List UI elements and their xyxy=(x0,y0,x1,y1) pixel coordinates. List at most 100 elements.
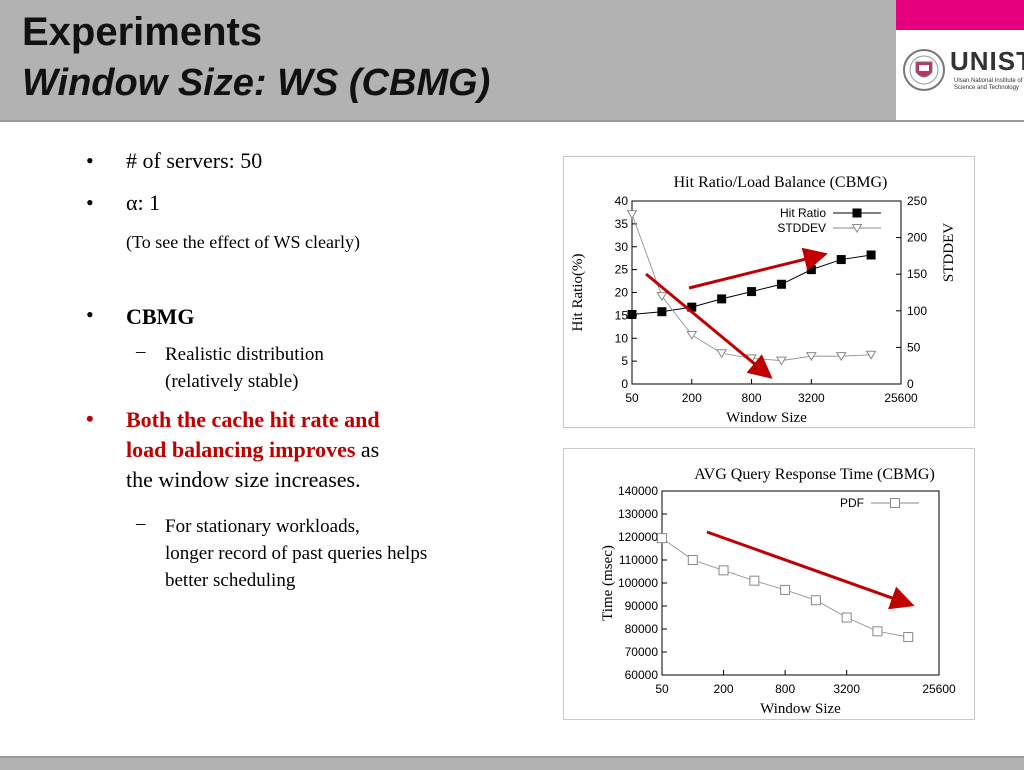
cbmg-sub-1: Realistic distribution xyxy=(165,344,324,365)
alpha-note: (To see the effect of WS clearly) xyxy=(126,232,360,252)
header-divider xyxy=(0,120,1024,122)
y2-axis-label: STDDEV xyxy=(941,223,957,282)
logo-wordmark: UNIST xyxy=(950,46,1024,76)
data-point xyxy=(686,330,698,340)
data-point xyxy=(780,584,791,595)
y-tick-label: 110000 xyxy=(619,553,658,567)
y2-tick-label: 0 xyxy=(907,377,914,391)
data-point xyxy=(627,309,637,319)
bullet-alpha: α: 1 xyxy=(126,190,161,215)
data-point xyxy=(749,575,760,586)
falling-trend-arrow xyxy=(645,272,773,379)
dash-marker: – xyxy=(136,341,146,362)
rising-trend-arrow xyxy=(688,247,828,290)
y-tick-label: 0 xyxy=(621,377,628,391)
data-point xyxy=(657,533,667,544)
data-point xyxy=(865,350,877,360)
x-tick-label: 200 xyxy=(682,391,702,405)
data-point xyxy=(718,565,729,576)
brand-bar xyxy=(896,0,1024,30)
y-tick-label: 10 xyxy=(615,331,629,345)
data-point xyxy=(903,632,914,643)
data-point xyxy=(776,279,786,289)
x-tick-label: 50 xyxy=(625,391,639,405)
x-tick-label: 50 xyxy=(655,682,669,696)
data-point xyxy=(776,356,787,366)
response-time-chart-panel: AVG Query Response Time (CBMG) 60000 70000… xyxy=(563,448,975,720)
x-axis-label: Window Size xyxy=(760,701,841,717)
conclusion-text-3: the window size increases. xyxy=(126,467,361,492)
bullet-marker: • xyxy=(86,190,94,215)
y2-tick-label: 50 xyxy=(907,340,921,354)
y-tick-label: 15 xyxy=(615,308,629,322)
series-line xyxy=(631,254,872,315)
conclusion-red-1: Both the cache hit rate and xyxy=(126,407,380,432)
hit-ratio-chart: Hit Ratio/Load Balance (CBMG) 0 5 10 15 20 25 3… xyxy=(570,174,957,426)
x-tick-label: 200 xyxy=(714,682,734,696)
y2-tick-label: 100 xyxy=(907,304,927,318)
x-tick-label: 3200 xyxy=(798,391,825,405)
dash-marker: – xyxy=(136,513,146,534)
university-seal-icon xyxy=(903,49,945,91)
data-point xyxy=(805,352,817,362)
legend-marker xyxy=(890,498,900,508)
x-tick-label: 800 xyxy=(742,391,762,405)
bullet-conclusion: Both the cache hit rate and load balanci… xyxy=(126,405,546,495)
unist-logo: UNIST Ulsan National Institute of Scienc… xyxy=(896,30,1024,120)
y-tick-label: 60000 xyxy=(625,668,659,682)
data-point xyxy=(687,555,698,565)
logo-tagline: Ulsan National Institute of Science and … xyxy=(954,78,1023,91)
legend-label: STDDEV xyxy=(777,221,826,235)
y-tick-label: 40 xyxy=(615,194,629,208)
y-tick-label: 140000 xyxy=(618,484,658,498)
data-point xyxy=(626,210,638,220)
y-tick-label: 90000 xyxy=(625,599,659,613)
data-point xyxy=(717,294,727,304)
y-tick-label: 100000 xyxy=(618,576,658,590)
x-tick-label: 3200 xyxy=(833,682,860,696)
legend-label: Hit Ratio xyxy=(780,206,826,220)
conclusion-red-2: load balancing improves xyxy=(126,437,356,462)
data-point xyxy=(716,349,728,359)
bullet-cbmg: CBMG xyxy=(126,304,195,329)
x-tick-label: 800 xyxy=(775,682,795,696)
note-line-1: For stationary workloads, xyxy=(165,516,360,537)
bullet-marker: • xyxy=(86,302,94,327)
data-point xyxy=(656,292,668,302)
y-tick-label: 130000 xyxy=(618,507,658,521)
data-point xyxy=(810,595,821,606)
data-point xyxy=(747,287,757,297)
x-tick-label: 25600 xyxy=(884,391,918,405)
data-point xyxy=(866,250,876,260)
y-tick-label: 30 xyxy=(615,240,629,254)
data-point xyxy=(872,626,883,637)
y2-tick-label: 150 xyxy=(907,267,927,281)
slide-subtitle: Window Size: WS (CBMG) xyxy=(22,62,491,104)
y-tick-label: 120000 xyxy=(618,530,658,544)
bullet-marker: • xyxy=(86,406,94,431)
y-axis-label: Hit Ratio(%) xyxy=(570,254,586,332)
y2-tick-label: 250 xyxy=(907,194,927,208)
y-tick-label: 70000 xyxy=(625,645,659,659)
bullet-servers: # of servers: 50 xyxy=(126,148,263,173)
response-time-chart: AVG Query Response Time (CBMG) 60000 70000… xyxy=(600,466,956,717)
plot-frame xyxy=(661,490,940,676)
y-tick-label: 5 xyxy=(621,354,628,368)
note-line-3: better scheduling xyxy=(165,570,296,591)
y-tick-label: 80000 xyxy=(625,622,659,636)
hit-ratio-chart-panel: Hit Ratio/Load Balance (CBMG) 0 5 10 15 20 25 3… xyxy=(563,156,975,428)
data-point xyxy=(657,307,667,317)
legend-marker xyxy=(852,208,862,218)
y-tick-label: 35 xyxy=(615,217,629,231)
data-point xyxy=(687,302,697,312)
legend-marker xyxy=(851,224,863,233)
data-point xyxy=(841,612,852,623)
chart-title: AVG Query Response Time (CBMG) xyxy=(694,466,935,483)
x-axis-label: Window Size xyxy=(726,410,807,426)
y-tick-label: 25 xyxy=(615,263,629,277)
note-line-2: longer record of past queries helps xyxy=(165,543,428,564)
y2-tick-label: 200 xyxy=(907,231,927,245)
chart-title: Hit Ratio/Load Balance (CBMG) xyxy=(674,174,888,191)
footer-bar xyxy=(0,756,1024,770)
data-point xyxy=(836,255,846,265)
